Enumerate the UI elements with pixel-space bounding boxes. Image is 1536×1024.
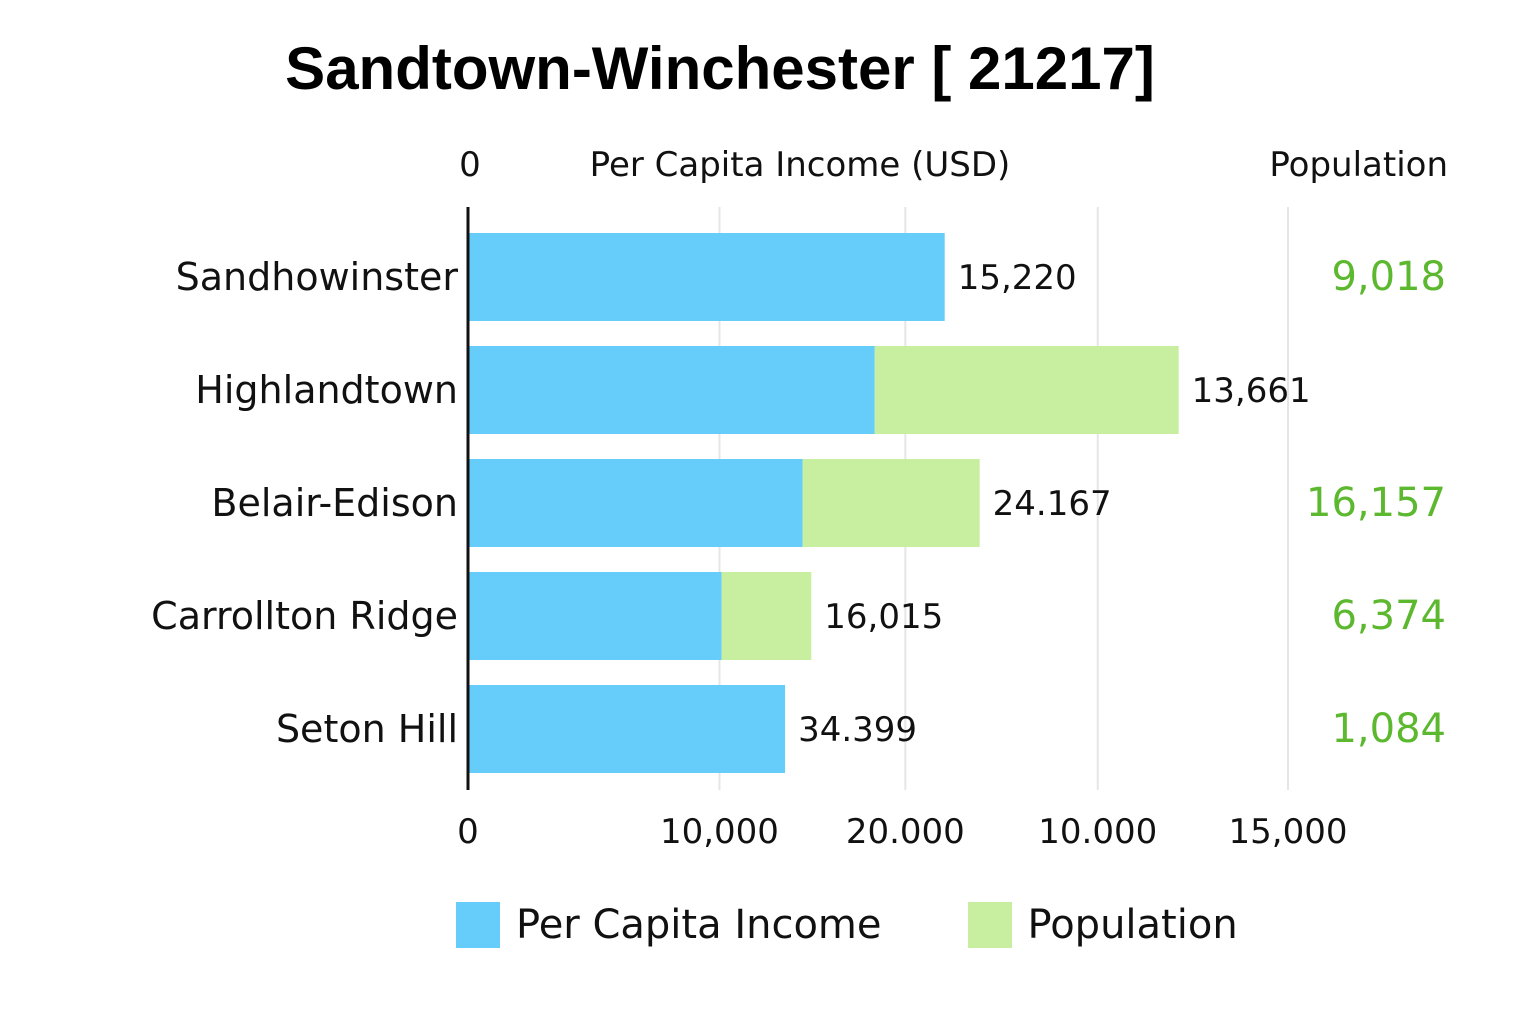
- bar-value-label: 34.399: [798, 710, 917, 750]
- income-bar: [468, 459, 803, 547]
- population-bar: [874, 346, 1179, 434]
- chart-title: Sandtown-Winchester [ 21217]: [285, 35, 1155, 102]
- population-value-label: 6,374: [1331, 593, 1446, 639]
- legend-label-population: Population: [1027, 902, 1238, 948]
- legend-label-income: Per Capita Income: [516, 902, 882, 948]
- income-bar: [468, 233, 945, 321]
- x-tick-label: 20.000: [846, 812, 965, 852]
- legend: Per Capita Income Population: [456, 900, 1324, 950]
- legend-item-income: Per Capita Income: [456, 902, 882, 948]
- population-bar: [721, 572, 812, 660]
- bar-value-label: 13,661: [1192, 371, 1311, 411]
- category-label: Carrollton Ridge: [151, 594, 458, 638]
- category-label: Sandhowinster: [176, 255, 459, 299]
- bar-value-label: 24.167: [993, 484, 1112, 524]
- population-value-label: 1,084: [1331, 706, 1446, 752]
- x-axis-title: Per Capita Income (USD): [590, 145, 1011, 185]
- income-bar: [468, 346, 875, 434]
- bar-value-label: 16,015: [824, 597, 943, 637]
- population-bar: [802, 459, 980, 547]
- population-value-label: 9,018: [1331, 254, 1446, 300]
- category-label: Belair-Edison: [211, 481, 458, 525]
- income-bar: [468, 572, 722, 660]
- x-tick-label: 10,000: [660, 812, 779, 852]
- population-value-label: 16,157: [1306, 480, 1446, 526]
- labels-group: Sandhowinster 15,220 9,018 Highlandtown 13,6…: [151, 254, 1446, 752]
- x-tick-label: 15,000: [1229, 812, 1348, 852]
- x-tick-label: 0: [457, 812, 479, 852]
- header-zero-label: 0: [459, 145, 481, 185]
- x-tick-label: 10.000: [1038, 812, 1157, 852]
- legend-item-population: Population: [967, 902, 1238, 948]
- legend-swatch-income: [456, 902, 500, 948]
- x-ticks-group: 0 10,000 20.000 10.000 15,000: [457, 812, 1347, 852]
- bar-value-label: 15,220: [958, 258, 1077, 298]
- legend-swatch-population: [967, 902, 1012, 948]
- population-column-header: Population: [1269, 145, 1448, 185]
- bars-group: [468, 233, 1179, 773]
- income-bar: [468, 685, 786, 773]
- category-label: Seton Hill: [276, 707, 458, 751]
- category-label: Highlandtown: [195, 368, 458, 412]
